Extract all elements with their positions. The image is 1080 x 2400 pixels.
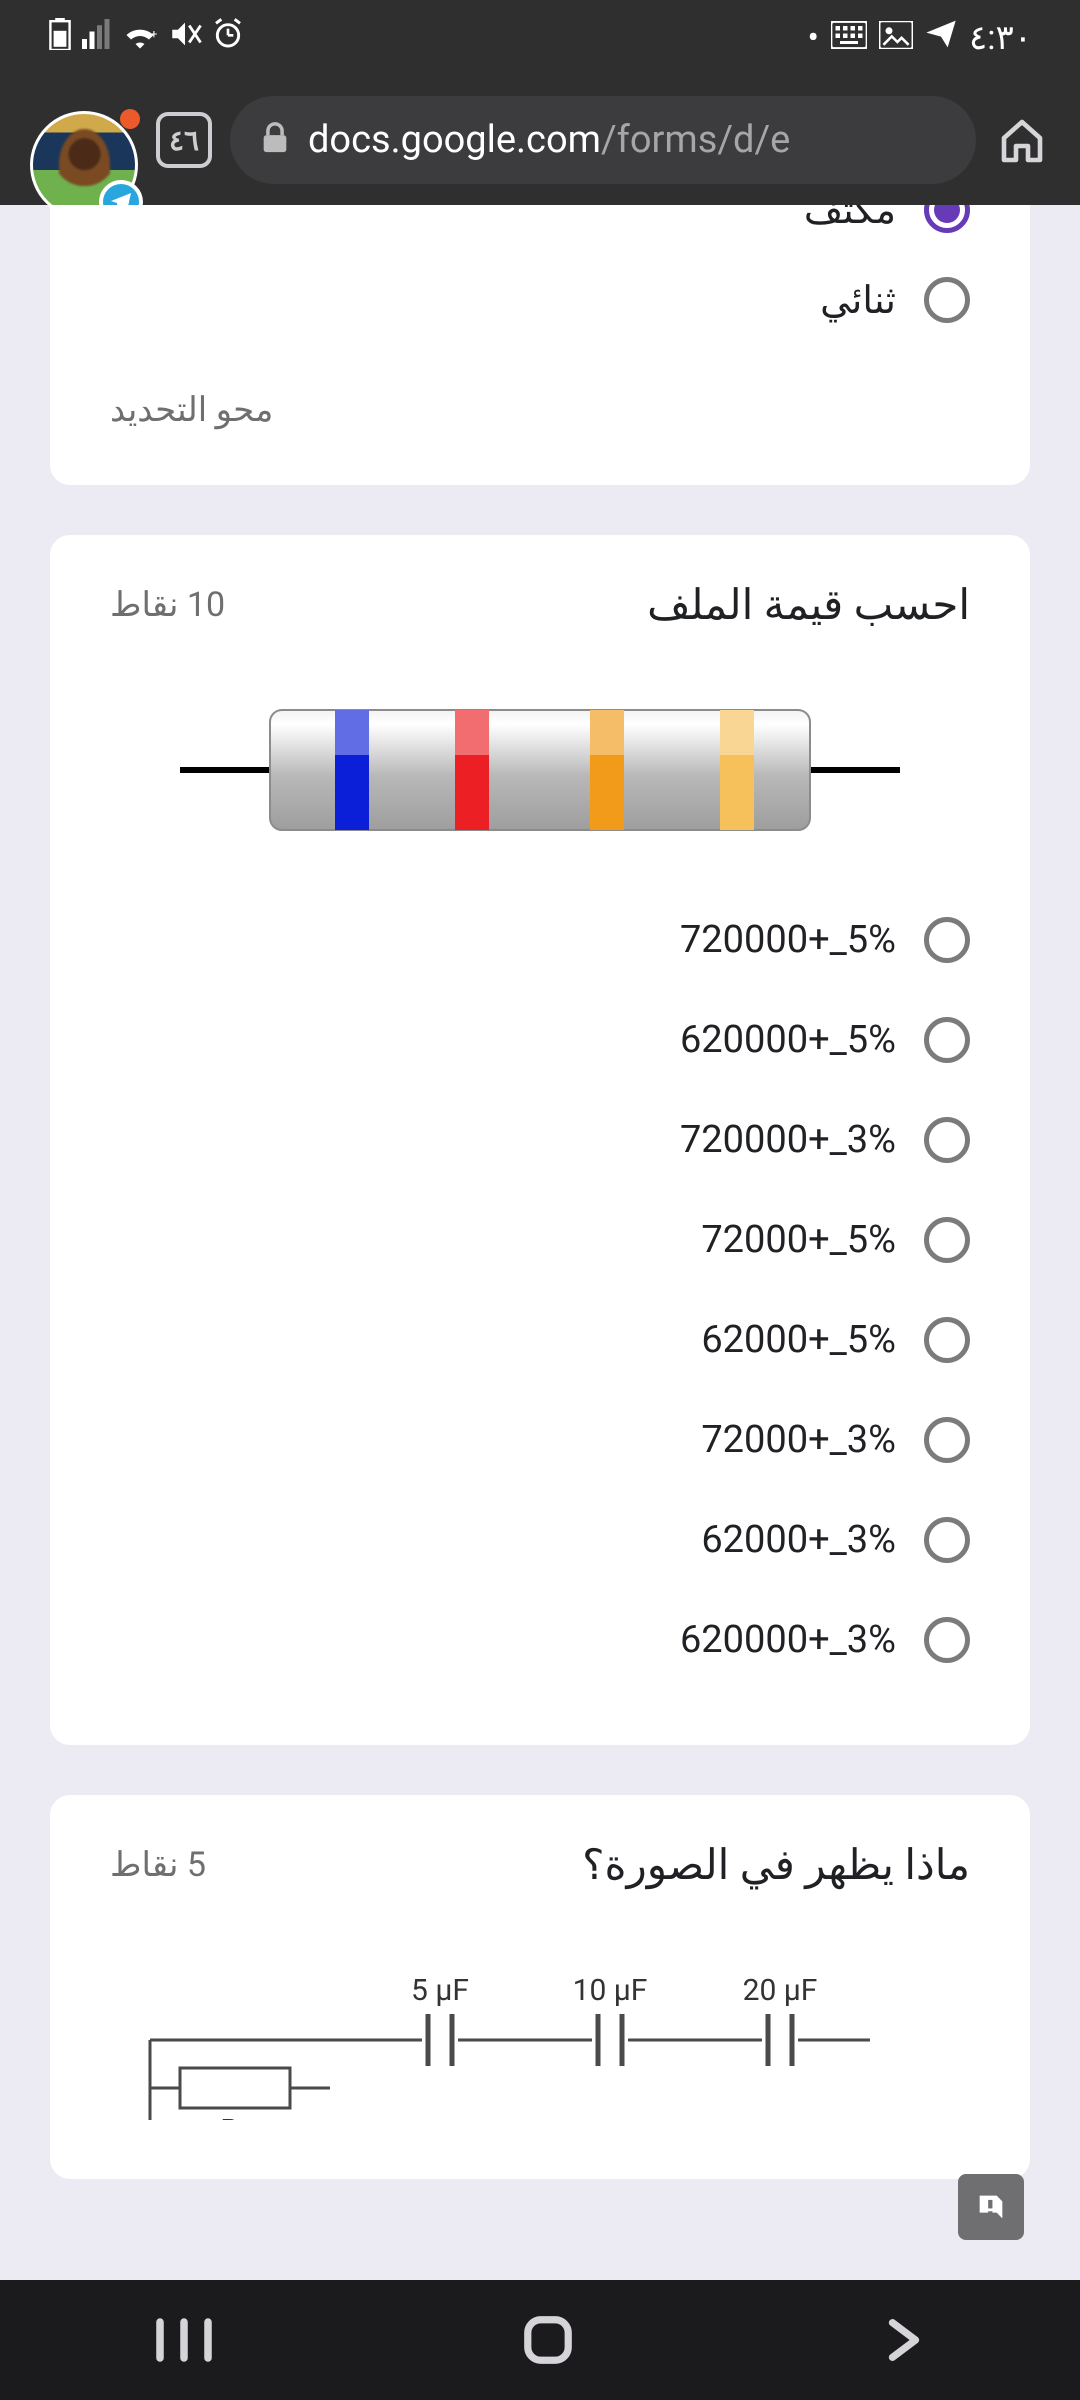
url-path: /forms/d/e [601, 118, 790, 162]
svg-text:+: + [151, 27, 158, 41]
radio-icon [924, 1617, 970, 1663]
url-bar[interactable]: docs.google.com/forms/d/e [230, 96, 976, 184]
home-button[interactable] [522, 2314, 574, 2366]
svg-text:20 µF: 20 µF [743, 1973, 818, 2008]
tabs-count-label: ٤٦ [169, 124, 199, 157]
question-title: ماذا يظهر في الصورة؟ [582, 1840, 970, 1890]
question-card-1: مكثف ثنائي محو التحديد [50, 205, 1030, 485]
radio-option[interactable]: 62000+_5% [110, 1290, 970, 1390]
radio-option[interactable]: 720000+_5% [110, 890, 970, 990]
radio-option[interactable]: 720000+_3% [110, 1090, 970, 1190]
radio-icon [924, 1417, 970, 1463]
alarm-icon [212, 18, 244, 58]
radio-label: 620000+_5% [680, 1018, 896, 1062]
radio-option[interactable]: مكثف [110, 205, 970, 255]
question-card-3: ماذا يظهر في الصورة؟ 5 نقاط 5 µF 10 µF 20 … [50, 1795, 1030, 2179]
send-icon [925, 18, 957, 58]
battery-icon [48, 18, 72, 58]
radio-option[interactable]: 62000+_3% [110, 1490, 970, 1590]
question-card-2: احسب قيمة الملف 10 نقاط 720000+_5% 620000… [50, 535, 1030, 1745]
svg-text:10 µF: 10 µF [573, 1973, 648, 2008]
radio-option[interactable]: 620000+_5% [110, 990, 970, 1090]
navigation-bar [0, 2280, 1080, 2400]
radio-option[interactable]: ثنائي [110, 255, 970, 345]
form-canvas: مكثف ثنائي محو التحديد احسب قيمة الملف 10… [0, 205, 1080, 2280]
profile-avatar[interactable] [30, 111, 138, 219]
radio-label: 720000+_5% [680, 918, 896, 962]
lock-icon [260, 121, 290, 159]
picture-icon [879, 18, 913, 58]
question-title: احسب قيمة الملف [647, 580, 970, 630]
wifi-icon: + [122, 19, 158, 57]
radio-icon [924, 1117, 970, 1163]
radio-label: 62000+_5% [701, 1318, 896, 1362]
clock-time: ٤:٣٠ [969, 18, 1032, 58]
recent-apps-button[interactable] [154, 2316, 214, 2364]
tabs-button[interactable]: ٤٦ [156, 112, 212, 168]
notification-dot [120, 109, 140, 129]
radio-label: مكثف [804, 205, 896, 233]
browser-bar: ٤٦ docs.google.com/forms/d/e [0, 75, 1080, 205]
svg-text:R₁: R₁ [220, 2113, 250, 2120]
url-host: docs.google.com [308, 118, 601, 162]
resistor-figure [180, 700, 900, 840]
radio-label: 620000+_3% [680, 1618, 896, 1662]
radio-label: 72000+_5% [701, 1218, 896, 1262]
report-problem-button[interactable] [958, 2174, 1024, 2240]
radio-icon [924, 277, 970, 323]
clear-selection-button[interactable]: محو التحديد [110, 390, 970, 430]
radio-option[interactable]: 620000+_3% [110, 1590, 970, 1690]
question-points: 5 نقاط [110, 1845, 206, 1885]
radio-label: ثنائي [820, 278, 896, 323]
back-button[interactable] [882, 2314, 926, 2366]
radio-icon [924, 1517, 970, 1563]
radio-label: 62000+_3% [701, 1518, 896, 1562]
radio-icon [924, 1317, 970, 1363]
keyboard-icon [831, 18, 867, 58]
radio-option[interactable]: 72000+_5% [110, 1190, 970, 1290]
svg-text:5 µF: 5 µF [411, 1973, 469, 2008]
radio-label: 72000+_3% [701, 1418, 896, 1462]
status-left: + [48, 18, 244, 58]
capacitor-figure: 5 µF 10 µF 20 µF R₁ [110, 1950, 970, 2124]
radio-icon [924, 1217, 970, 1263]
dot-separator: • [807, 18, 818, 58]
status-bar: + • ٤:٣٠ [0, 0, 1080, 75]
radio-label: 720000+_3% [680, 1118, 896, 1162]
radio-icon [924, 1017, 970, 1063]
browser-home-button[interactable] [994, 112, 1050, 168]
signal-icon [82, 19, 112, 57]
radio-icon [924, 917, 970, 963]
radio-icon [924, 205, 970, 233]
status-right: • ٤:٣٠ [807, 18, 1032, 58]
question-points: 10 نقاط [110, 585, 225, 625]
radio-option[interactable]: 72000+_3% [110, 1390, 970, 1490]
mute-icon [168, 19, 202, 57]
